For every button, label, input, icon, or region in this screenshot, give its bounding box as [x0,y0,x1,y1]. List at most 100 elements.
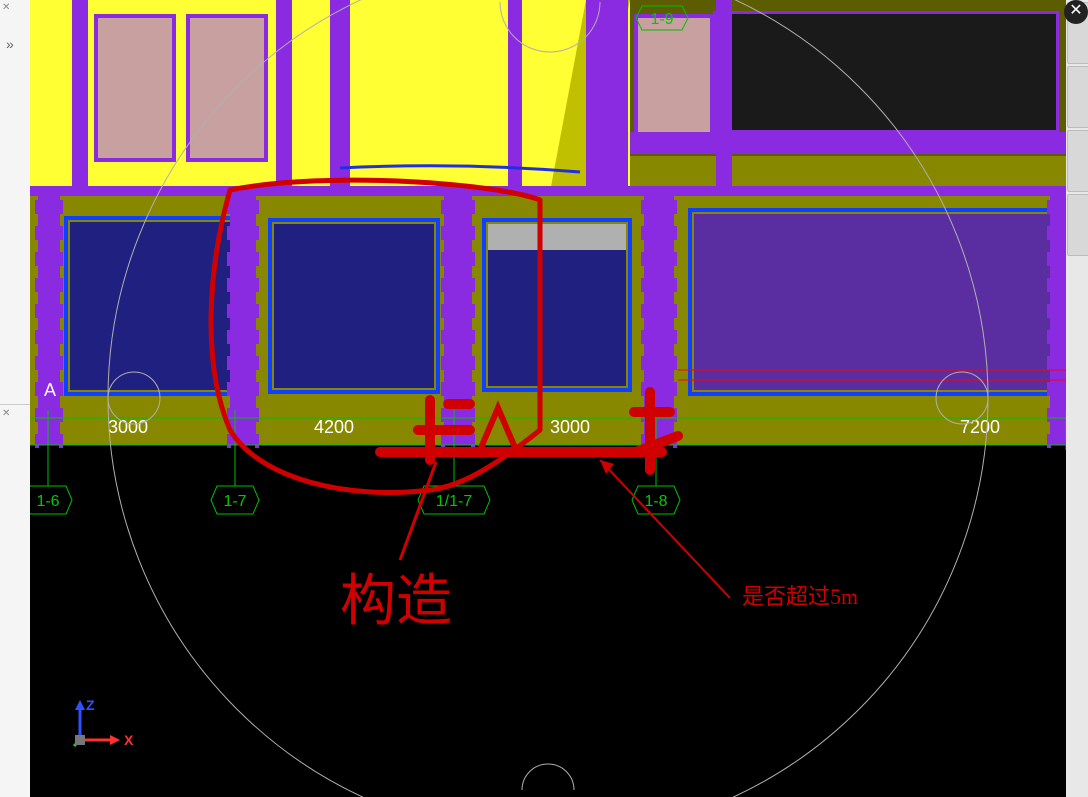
column-notch [641,278,645,292]
column-notch [471,278,475,292]
column-notch [471,200,475,214]
column-notch [641,226,645,240]
column-notch [59,200,63,214]
column-notch [441,252,445,266]
column-notch [1047,200,1051,214]
column-notch [641,252,645,266]
column-notch [1047,278,1051,292]
column-notch [59,252,63,266]
annotation-arrow [600,460,730,598]
column-notch [641,304,645,318]
column-notch [35,330,39,344]
column-notch [471,356,475,370]
column-notch [471,382,475,396]
column-notch [255,330,259,344]
column-notch [255,252,259,266]
column-notch [471,434,475,448]
column-notch [673,304,677,318]
axis-x-arrow [110,735,120,745]
grid-label-top: 1-9 [650,11,673,28]
mid-beam [30,186,1066,196]
column-notch [35,252,39,266]
column-notch [441,278,445,292]
column-notch [59,278,63,292]
column-notch [673,226,677,240]
axis-x-label: X [124,732,134,748]
column-notch [227,382,231,396]
column-lower [1050,192,1066,445]
axis-z-label: Z [86,697,95,713]
lower-window [694,214,1054,390]
column-notch [471,330,475,344]
column-notch [59,330,63,344]
column-notch [641,356,645,370]
column-notch [255,356,259,370]
column-notch [35,304,39,318]
column-notch [441,382,445,396]
upper-window [98,18,172,158]
column-notch [35,408,39,422]
dimension-label: 4200 [314,417,354,437]
column-upper [716,0,732,192]
lower-window [274,224,434,388]
column-notch [35,434,39,448]
right-panel [1065,0,1088,797]
axis-z-arrow [75,700,85,710]
column-notch [673,382,677,396]
column-lower [38,192,60,445]
column-notch [227,434,231,448]
column-notch [441,226,445,240]
column-notch [471,408,475,422]
right-tab-2[interactable] [1067,66,1088,128]
panel-close-top[interactable]: ✕ [2,2,10,13]
orbit-handle-bottom[interactable] [522,764,574,790]
column-notch [227,252,231,266]
column-notch [59,304,63,318]
column-notch [59,382,63,396]
column-notch [441,408,445,422]
axis-origin [75,735,85,745]
column-notch [35,382,39,396]
column-notch [673,252,677,266]
handwritten-annotation: 构造 [340,571,452,633]
column-notch [35,356,39,370]
column-notch [227,304,231,318]
dimension-label: 7200 [960,417,1000,437]
dimension-label: 3000 [550,417,590,437]
right-tab-4[interactable] [1067,194,1088,256]
panel-divider [0,404,30,405]
grid-label: 1-8 [644,493,667,510]
lower-window [70,222,230,390]
grid-label: 1/1-7 [436,493,473,510]
column-notch [227,226,231,240]
panel-close-mid[interactable]: ✕ [2,408,10,419]
column-notch [641,200,645,214]
column-notch [255,304,259,318]
column-notch [441,200,445,214]
column-notch [255,278,259,292]
column-notch [673,200,677,214]
lower-window-header [488,224,626,250]
right-tab-3[interactable] [1067,130,1088,192]
column-notch [1047,252,1051,266]
column-notch [641,330,645,344]
column-notch [673,330,677,344]
column-notch [1047,226,1051,240]
column-notch [441,330,445,344]
column-notch [59,434,63,448]
upper-window [190,18,264,158]
column-notch [35,200,39,214]
column-upper [72,0,88,192]
upper-right-beam [630,132,1066,154]
column-notch [471,304,475,318]
model-viewport[interactable]: 3000420030007200A1-61-71/1-71-81-9构造是否超过… [30,0,1066,797]
column-notch [641,382,645,396]
column-notch [255,382,259,396]
column-notch [255,408,259,422]
close-overlay-button[interactable]: ✕ [1064,0,1088,24]
column-notch [227,278,231,292]
column-notch [227,356,231,370]
panel-pin-icon[interactable]: » [6,36,14,52]
column-notch [1047,330,1051,344]
column-notch [255,434,259,448]
